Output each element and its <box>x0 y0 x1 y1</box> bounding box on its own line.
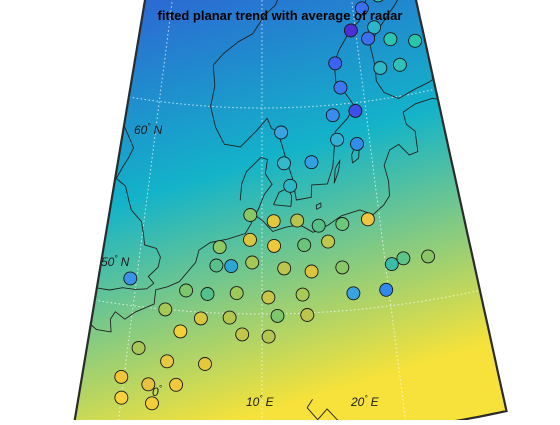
radar-station-marker <box>392 57 407 72</box>
coastline <box>239 156 273 216</box>
coastline <box>244 97 438 234</box>
radar-station-marker <box>277 261 292 276</box>
radar-station-marker <box>160 354 175 369</box>
radar-station-marker <box>229 286 244 301</box>
radar-station-marker <box>300 308 315 322</box>
coastline <box>315 202 322 210</box>
coastlines <box>90 0 438 425</box>
radar-station-marker <box>348 103 363 118</box>
radar-station-marker <box>396 251 411 266</box>
lon-label-20: 20° E <box>350 394 380 409</box>
radar-station-marker <box>179 283 194 298</box>
radar-station-marker <box>421 249 436 264</box>
radar-station-marker <box>261 290 276 305</box>
radar-station-marker <box>335 260 350 275</box>
radar-station-marker <box>198 357 212 371</box>
radar-station-marker <box>131 341 146 355</box>
map-title: fitted planar trend with average of rada… <box>157 8 403 23</box>
station-markers <box>114 0 436 411</box>
radar-station-marker <box>245 255 260 270</box>
radar-station-marker <box>209 258 224 273</box>
radar-station-marker <box>114 369 129 384</box>
radar-station-marker <box>335 217 350 231</box>
radar-station-marker <box>350 136 364 151</box>
radar-station-marker <box>193 311 208 326</box>
radar-station-marker <box>304 155 319 170</box>
graticule-meridian <box>340 0 407 425</box>
radar-station-marker <box>295 287 310 302</box>
radar-station-marker <box>297 238 312 253</box>
radar-station-marker <box>277 156 291 171</box>
coastline <box>90 233 246 333</box>
radar-station-marker <box>243 208 258 222</box>
radar-station-marker <box>266 214 281 229</box>
radar-station-marker <box>333 80 348 95</box>
radar-station-marker <box>200 287 215 301</box>
radar-station-marker <box>379 282 394 297</box>
radar-station-marker <box>274 125 289 140</box>
radar-station-marker <box>304 264 319 279</box>
radar-station-marker <box>158 302 173 317</box>
radar-station-marker <box>261 329 276 344</box>
radar-station-marker <box>361 31 376 46</box>
radar-station-marker <box>408 33 423 48</box>
radar-station-marker <box>270 308 285 323</box>
radar-station-marker <box>169 377 184 392</box>
radar-station-marker <box>145 396 159 411</box>
graticule-labels: 60° N 50° N 0° 10° E 20° E <box>101 122 380 409</box>
radar-station-marker <box>360 212 375 227</box>
radar-station-marker <box>321 234 336 249</box>
radar-station-marker <box>212 240 227 255</box>
radar-station-marker <box>222 310 237 325</box>
radar-station-marker <box>372 0 384 3</box>
trend-surface <box>74 0 507 425</box>
radar-station-marker <box>384 257 399 272</box>
radar-station-marker <box>373 61 388 75</box>
radar-station-marker <box>354 1 369 16</box>
coastline <box>212 0 326 66</box>
radar-station-marker <box>123 271 138 286</box>
graticule-meridian <box>117 0 184 425</box>
radar-station-marker <box>235 327 250 342</box>
coastline <box>333 159 341 184</box>
coastline <box>96 125 161 291</box>
radar-station-marker <box>343 23 358 38</box>
radar-station-marker <box>330 132 345 147</box>
radar-station-marker <box>114 390 129 405</box>
radar-station-marker <box>141 377 156 392</box>
radar-station-marker <box>224 259 239 274</box>
lat-label-50: 50° N <box>101 254 130 269</box>
radar-station-marker <box>267 238 282 253</box>
radar-station-marker <box>367 20 382 35</box>
radar-station-marker <box>283 178 298 193</box>
graticule-parallel <box>128 88 436 109</box>
radar-station-marker <box>290 213 305 228</box>
lon-label-0: 0° <box>152 384 163 399</box>
radar-station-marker <box>325 108 340 123</box>
lat-label-60: 60° N <box>134 122 163 137</box>
radar-station-marker <box>346 286 361 301</box>
radar-station-marker <box>173 324 188 339</box>
lon-label-10: 10° E <box>246 394 275 409</box>
radar-station-marker <box>311 218 326 233</box>
radar-station-marker <box>383 32 398 47</box>
radar-station-marker <box>243 232 257 247</box>
radar-station-marker <box>328 56 343 71</box>
map-frame <box>73 0 508 425</box>
